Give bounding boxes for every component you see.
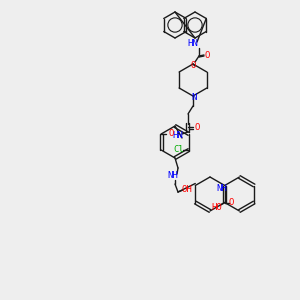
Text: NH: NH bbox=[216, 184, 227, 193]
Text: HO: HO bbox=[211, 203, 222, 212]
Text: O: O bbox=[169, 130, 174, 139]
Text: HN: HN bbox=[172, 131, 183, 140]
Text: -: - bbox=[176, 130, 181, 139]
Text: NH: NH bbox=[168, 172, 178, 181]
Text: OH: OH bbox=[182, 184, 192, 194]
Text: O: O bbox=[190, 61, 196, 70]
Text: HN: HN bbox=[188, 40, 198, 49]
Text: N: N bbox=[191, 92, 197, 101]
Text: Cl: Cl bbox=[173, 146, 184, 154]
Text: O: O bbox=[194, 122, 200, 131]
Text: O: O bbox=[204, 50, 210, 59]
Text: O: O bbox=[228, 198, 233, 207]
